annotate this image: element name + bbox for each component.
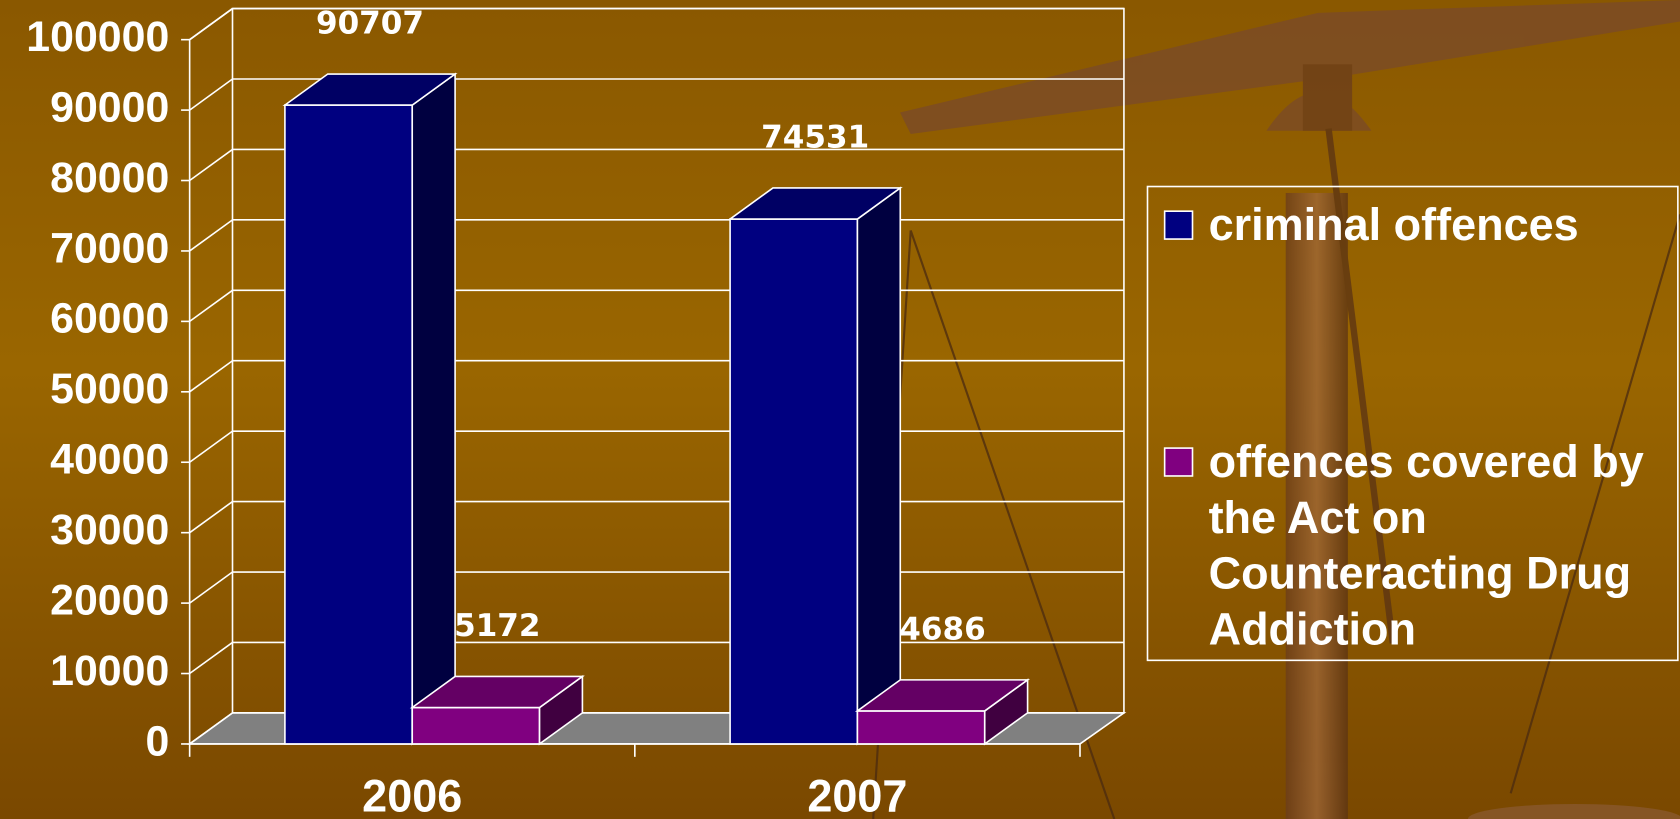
legend-swatch xyxy=(1163,210,1194,240)
grid-line xyxy=(189,148,233,182)
data-label: 5172 xyxy=(454,608,540,644)
grid-line xyxy=(189,219,233,252)
legend-label: offences covered by the Act on Counterac… xyxy=(1208,436,1644,654)
y-tick-label: 10000 xyxy=(50,647,169,695)
legend-entry: criminal offences xyxy=(1208,199,1579,250)
bar-top xyxy=(282,73,458,106)
legend-box xyxy=(1146,185,1679,662)
y-tick-label: 0 xyxy=(145,717,169,765)
grid-line xyxy=(189,641,233,675)
grid-line xyxy=(189,712,233,745)
bar xyxy=(854,678,1031,746)
legend-swatch xyxy=(1163,447,1194,477)
bar-front xyxy=(729,218,859,745)
y-tick-label: 60000 xyxy=(50,295,169,343)
data-label: 4686 xyxy=(899,612,985,648)
y-tick-label: 20000 xyxy=(50,576,169,624)
y-tick-label: 100000 xyxy=(26,13,169,61)
y-tick-label: 40000 xyxy=(50,436,169,484)
y-tick-label: 80000 xyxy=(50,154,169,202)
bar-front xyxy=(411,706,541,745)
bar xyxy=(282,72,458,746)
bar-top xyxy=(409,675,585,709)
data-label: 90707 xyxy=(316,6,424,42)
grid-line xyxy=(189,78,233,111)
legend-entry: offences covered by the Act on Counterac… xyxy=(1208,436,1644,654)
y-tick-label: 30000 xyxy=(50,506,169,554)
x-tick-label: 2007 xyxy=(807,771,907,819)
bar-front xyxy=(856,710,986,745)
grid-line xyxy=(189,430,233,463)
x-tick-label: 2006 xyxy=(362,771,462,819)
bar-side xyxy=(411,72,456,746)
grid-line xyxy=(189,500,233,534)
bar xyxy=(727,186,903,746)
grid-line xyxy=(189,289,233,323)
bar-front xyxy=(284,104,414,745)
grid-line xyxy=(189,571,233,604)
data-label: 74531 xyxy=(761,120,869,156)
bar xyxy=(409,674,585,746)
y-tick-label: 90000 xyxy=(50,83,169,131)
legend: criminal offences offences covered by the… xyxy=(1163,199,1644,654)
grid-line xyxy=(189,7,233,41)
bar-side xyxy=(856,186,902,746)
scales-decoration xyxy=(872,0,1680,819)
plot-area: 0 10000 20000 30000 40000 50000 60000 70000 8000… xyxy=(26,6,1127,819)
y-tick-label: 70000 xyxy=(50,224,169,272)
grid-line xyxy=(189,360,233,393)
legend-label: criminal offences xyxy=(1208,199,1579,250)
y-tick-label: 50000 xyxy=(50,365,169,413)
bar-top xyxy=(854,679,1031,712)
bar-top xyxy=(727,187,903,220)
